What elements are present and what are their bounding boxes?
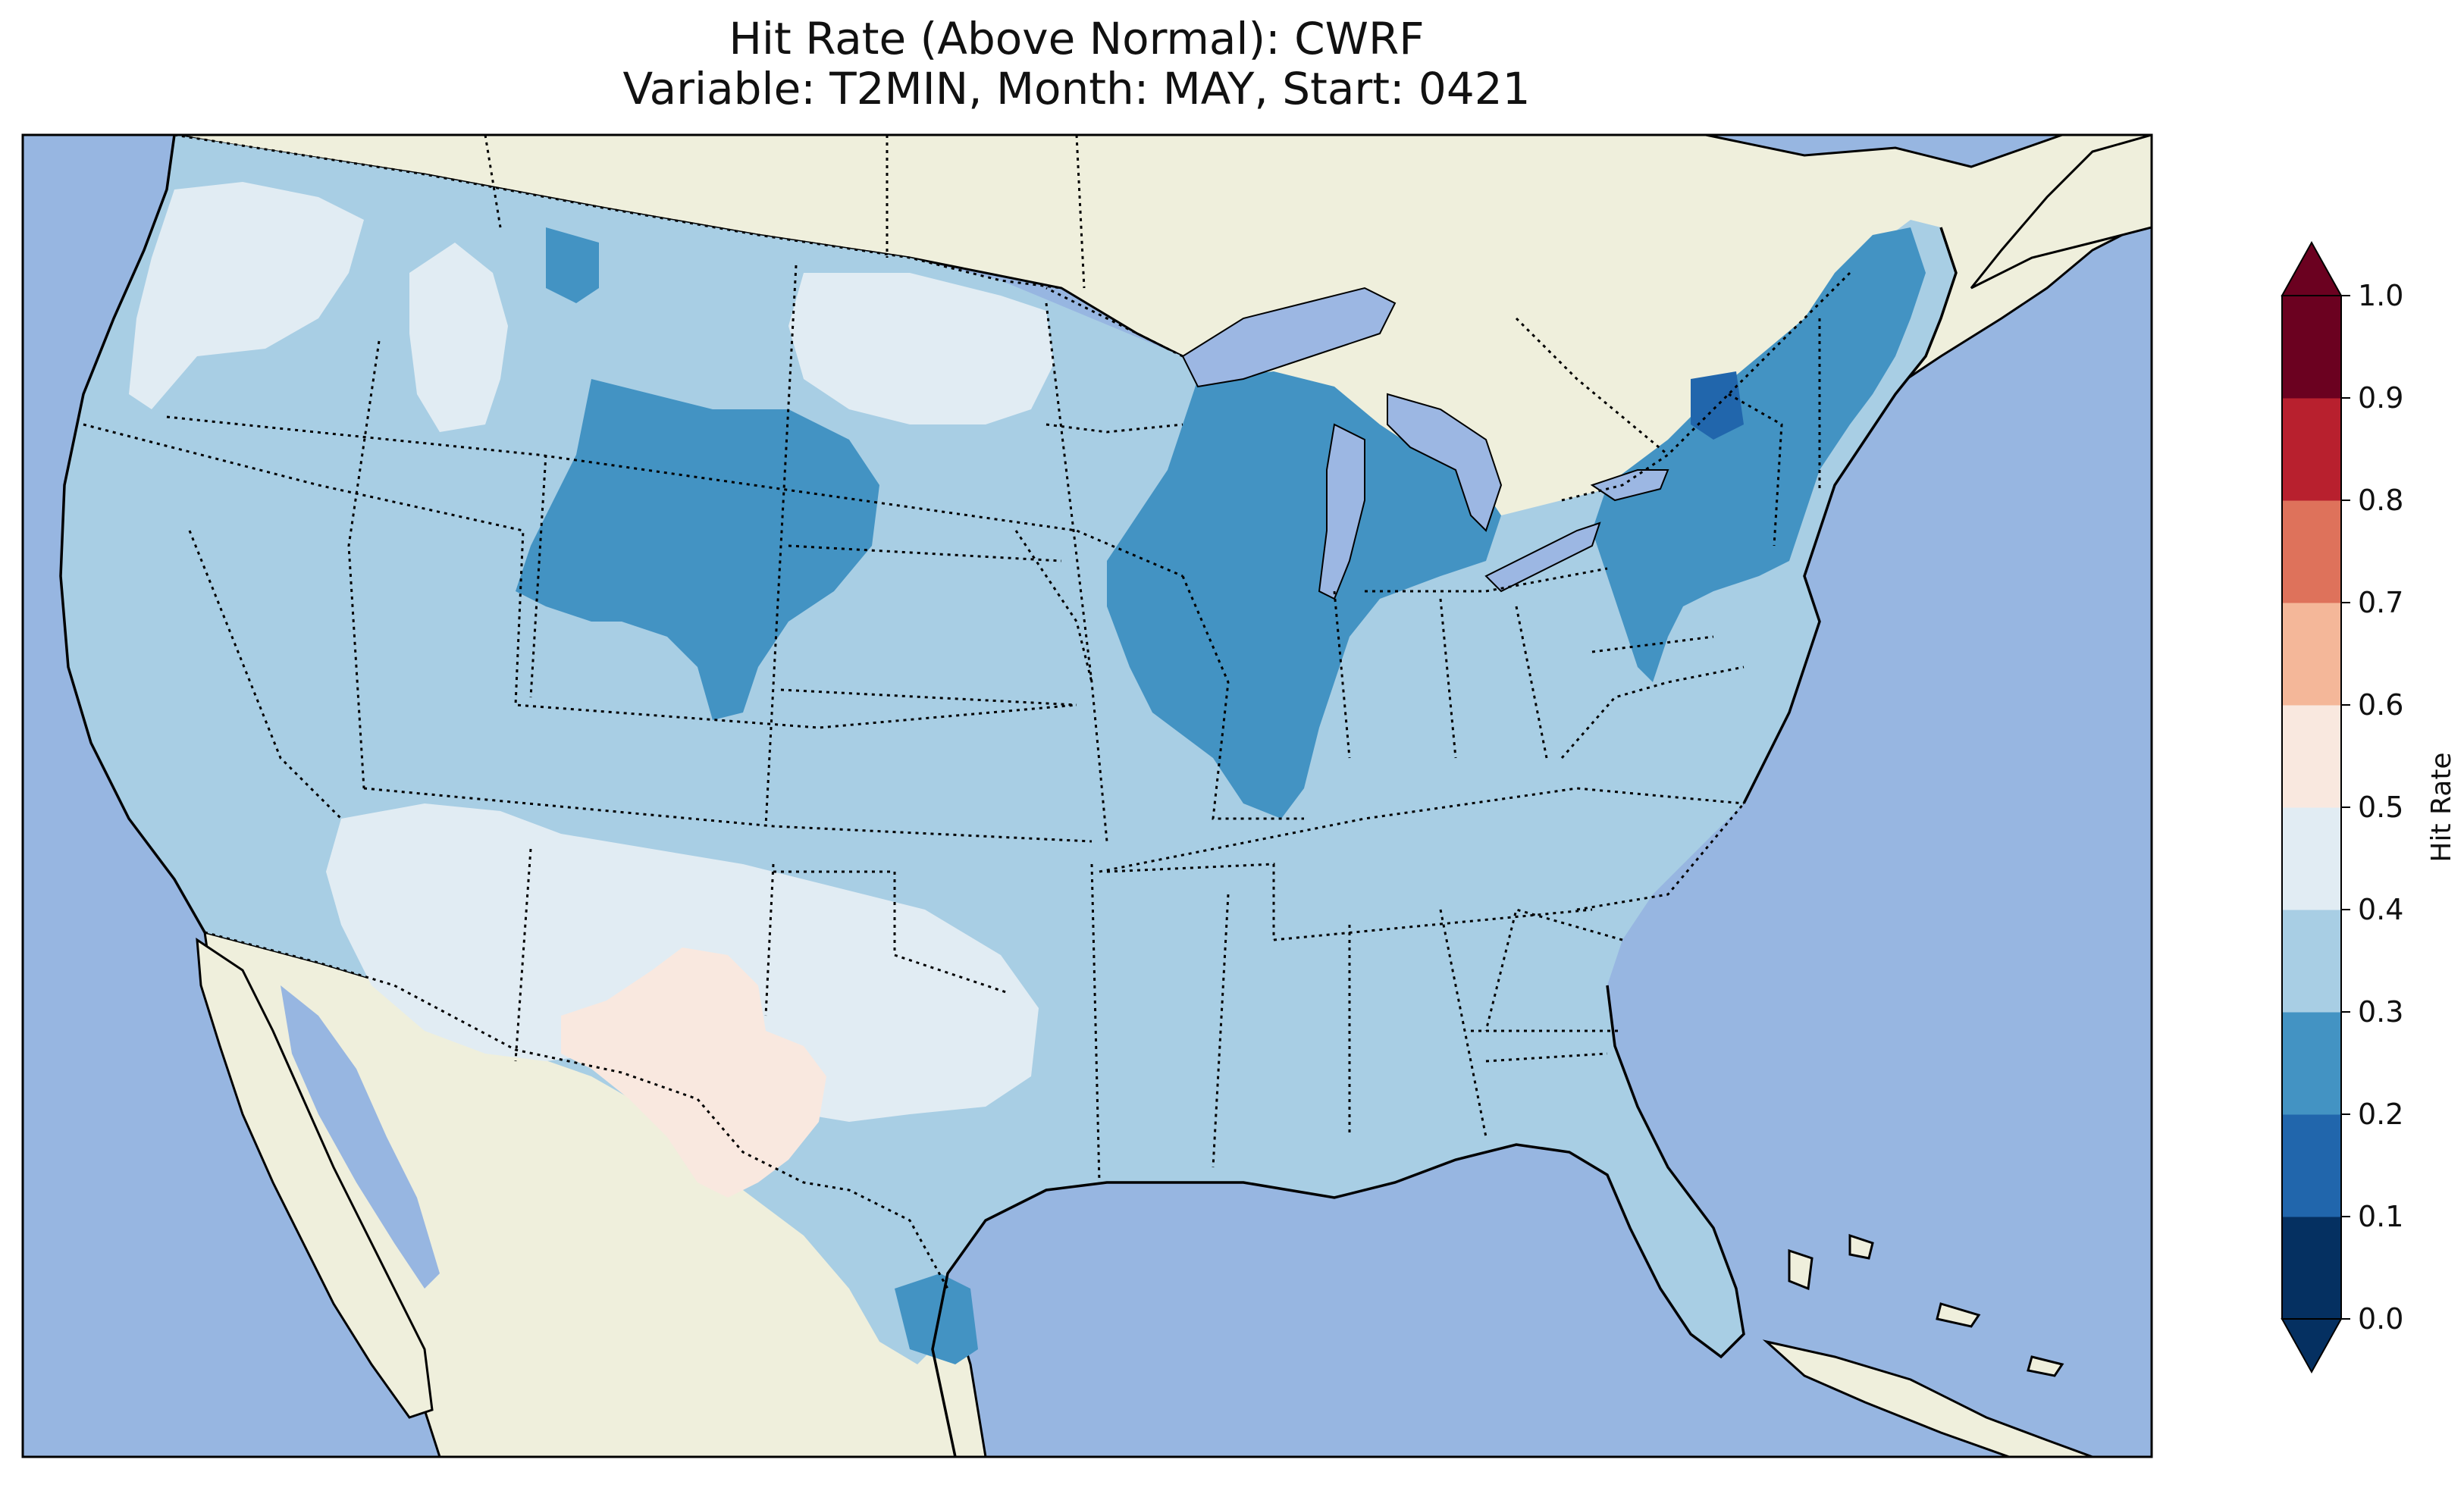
bahamas-land	[1788, 1233, 2064, 1377]
colorbar-tick-label: 0.9	[2358, 381, 2403, 415]
colorbar-tick-label: 0.5	[2358, 791, 2403, 824]
map-frame	[21, 133, 2153, 1458]
colorbar-tick-label: 0.0	[2358, 1302, 2403, 1336]
lake-huron	[1387, 393, 1503, 532]
cuba-land	[1762, 1339, 2093, 1457]
map-area	[23, 135, 2152, 1457]
colorbar-bin	[2282, 910, 2341, 1013]
maritimes-land	[1970, 135, 2152, 290]
colorbar-bin	[2282, 1012, 2341, 1115]
colorbar-extend-min	[2281, 1318, 2343, 1374]
colorbar-bin	[2282, 807, 2341, 910]
colorbar-tick-label: 1.0	[2358, 279, 2403, 312]
lake-michigan	[1318, 423, 1365, 600]
usa-hit-rate-field	[61, 135, 1956, 1364]
bin-upper-midwest-0.2-0.3	[1107, 371, 1501, 819]
colorbar-bin	[2282, 603, 2341, 706]
baja-california-land	[196, 938, 434, 1419]
map-subtitle: Variable: T2MIN, Month: MAY, Start: 0421	[622, 63, 1531, 114]
colorbar-bin	[2282, 296, 2341, 399]
bin-northeast-0.2-0.3	[1592, 227, 1926, 682]
state-borders	[83, 265, 1821, 1183]
colorbar-tick-label: 0.1	[2358, 1200, 2403, 1233]
colorbar-tick-label: 0.3	[2358, 995, 2403, 1029]
colorbar: 0.0 0.1 0.2 0.3 0.4 0.5 0.6 0.7 0.8 0.9 1.0 Hit Rat…	[2281, 240, 2457, 1374]
bin-idaho-0.4-0.5	[409, 243, 508, 432]
colorbar-bin	[2282, 705, 2341, 808]
colorbar-tick-label: 0.4	[2358, 893, 2403, 926]
bin-wyoming-0.2-0.3	[516, 227, 879, 720]
colorbar-label: Hit Rate	[2426, 752, 2457, 862]
colorbar-bin	[2282, 1114, 2341, 1217]
colorbar-bin	[2282, 500, 2341, 603]
gulf-of-california	[281, 985, 440, 1289]
colorbar-extend-max	[2281, 240, 2343, 296]
lake-superior	[1181, 287, 1397, 388]
bin-south-texas-0.2-0.3	[895, 1273, 978, 1364]
colorbar-tick-label: 0.7	[2358, 586, 2403, 619]
bin-northwest-0.4-0.5	[129, 182, 364, 409]
colorbar-tick-label: 0.2	[2358, 1098, 2403, 1131]
colorbar-tick-label: 0.8	[2358, 484, 2403, 517]
colorbar-bin	[2282, 398, 2341, 501]
bin-west-texas-0.5-0.6	[561, 947, 826, 1198]
coastline	[59, 135, 1958, 1457]
colorbar-bin	[2282, 1217, 2341, 1320]
bin-new-york-0.1-0.2	[1691, 371, 1744, 440]
title-block: Hit Rate (Above Normal): CWRF Variable: …	[0, 0, 2153, 129]
country-borders	[174, 135, 1851, 1289]
colorbar-tick-label: 0.6	[2358, 688, 2403, 722]
map-title: Hit Rate (Above Normal): CWRF	[729, 13, 1425, 64]
lake-ontario	[1590, 469, 1669, 502]
bin-north-dakota-0.4-0.5	[788, 273, 1054, 424]
